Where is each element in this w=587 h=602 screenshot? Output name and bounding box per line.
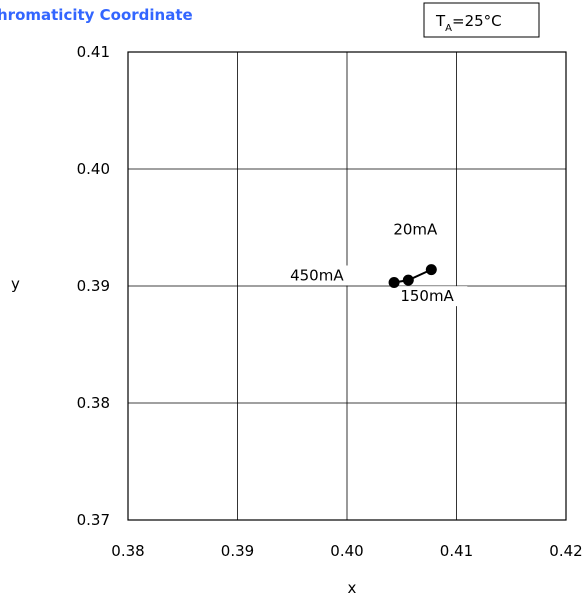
condition-box-frame [423,2,540,38]
series [388,264,437,288]
x-tick-label: 0.42 [549,542,582,560]
x-axis-label: x [348,579,357,597]
grid [128,52,566,520]
annotation-backing [397,286,468,307]
condition-base: T [435,12,446,30]
x-tick-label: 0.38 [111,542,144,560]
y-axis-label: y [11,275,20,293]
point-annotations: 20mA 150mA 450mA [287,219,468,307]
chart-title: Chromaticity Coordinate [0,6,193,24]
data-point [388,276,400,288]
annotation-backing [390,219,447,240]
annotation-backing [287,265,360,286]
y-tick-label: 0.37 [77,511,110,529]
y-axis-ticks: 0.37 0.38 0.39 0.40 0.41 [77,43,110,529]
x-tick-label: 0.40 [330,542,363,560]
condition-box: TA=25°C [423,2,540,38]
data-point [425,264,437,276]
plot-frame [127,51,567,521]
point-annotation: 450mA [290,266,344,284]
point-annotation: 150mA [400,287,454,305]
data-point [402,274,414,286]
y-tick-label: 0.39 [77,277,110,295]
condition-rest: =25°C [452,12,502,30]
x-tick-label: 0.41 [440,542,473,560]
x-tick-label: 0.39 [221,542,254,560]
x-axis-ticks: 0.38 0.39 0.40 0.41 0.42 [111,542,582,560]
condition-subscript: A [445,23,452,34]
y-tick-label: 0.38 [77,394,110,412]
y-tick-label: 0.40 [77,160,110,178]
condition-label: TA=25°C [435,12,502,34]
y-tick-label: 0.41 [77,43,110,61]
point-annotation: 20mA [393,221,438,239]
